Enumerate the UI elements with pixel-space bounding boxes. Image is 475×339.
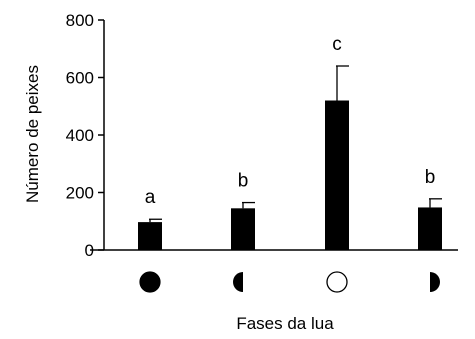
first-quarter-moon-icon bbox=[233, 272, 253, 292]
moon-phase-icons bbox=[139, 271, 440, 293]
y-tick-label: 0 bbox=[85, 241, 94, 260]
x-axis-label: Fases da lua bbox=[236, 314, 334, 333]
y-tick-label: 800 bbox=[66, 11, 94, 30]
significance-letter: a bbox=[145, 187, 156, 208]
y-tick-label: 400 bbox=[66, 126, 94, 145]
bar-new-moon bbox=[138, 222, 162, 250]
bars: a b c b bbox=[138, 34, 442, 250]
bar-waxing-crescent bbox=[231, 208, 255, 250]
y-axis-label: Número de peixes bbox=[23, 65, 42, 203]
axes: 0 200 400 600 800 bbox=[66, 11, 458, 260]
significance-letter: b bbox=[238, 171, 249, 192]
y-tick-label: 600 bbox=[66, 69, 94, 88]
y-tick-label: 200 bbox=[66, 184, 94, 203]
last-quarter-moon-icon bbox=[420, 272, 440, 292]
full-moon-icon bbox=[326, 271, 348, 293]
significance-letter: c bbox=[332, 34, 342, 55]
new-moon-icon bbox=[139, 271, 161, 293]
bar-full-moon bbox=[325, 100, 349, 250]
bar-waning-crescent bbox=[418, 207, 442, 250]
significance-letter: b bbox=[425, 167, 436, 188]
